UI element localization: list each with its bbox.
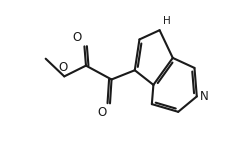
Text: O: O	[72, 31, 81, 44]
Text: N: N	[200, 90, 209, 103]
Text: O: O	[59, 61, 68, 74]
Text: H: H	[163, 16, 170, 26]
Text: O: O	[98, 106, 107, 119]
